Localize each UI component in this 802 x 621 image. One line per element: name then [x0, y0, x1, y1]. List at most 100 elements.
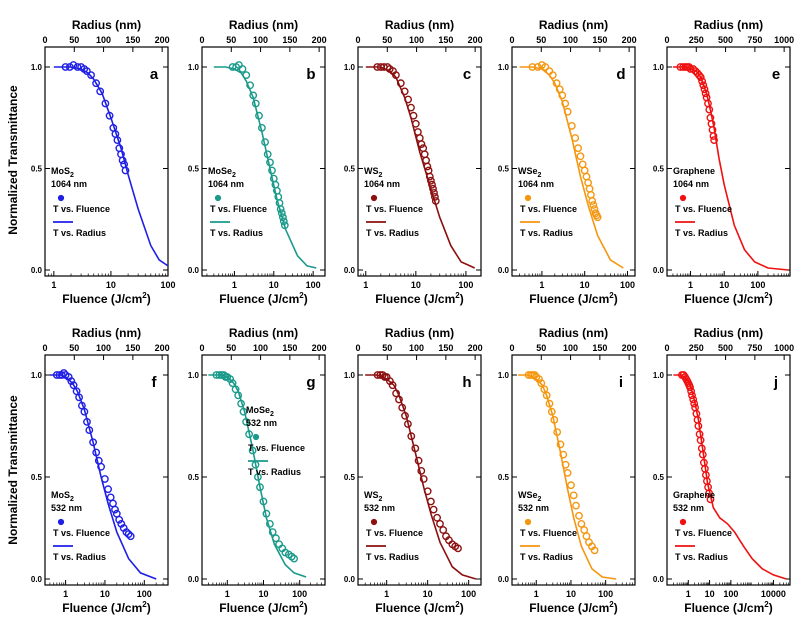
panel-i-fluence-point: [561, 460, 570, 469]
panel-h-letter: h: [462, 374, 471, 391]
panel-d-fluence-point: [582, 172, 591, 181]
panel-b-fluence-point: [246, 81, 255, 90]
panel-g-legend-fluence: T vs. Fluence: [248, 443, 305, 453]
panel-i-fluence-point: [577, 520, 586, 528]
panel-b-letter: b: [306, 66, 315, 83]
panel-c-xtick-label: 100: [458, 280, 473, 290]
panel-d-xtick-label: 100: [620, 280, 635, 290]
panel-b-fluence-axis-label: Fluence (J/cm2): [219, 291, 307, 306]
panel-d-toptick-label: 0: [509, 35, 514, 45]
panel-g-fluence-point: [259, 497, 268, 506]
panel-a-fluence-point: [61, 63, 70, 71]
panel-f-ytick-label: 1.0: [31, 371, 43, 380]
panel-d-ytick-label: 0.0: [498, 266, 510, 275]
panel-h-fluence-point: [403, 420, 412, 428]
panel-g-toptick-label: 0: [199, 343, 204, 353]
panel-d-xtick-label: 10: [580, 280, 590, 290]
panel-d: 1 10 100 0 50 100 150 200 0.0 0.5 1.0 d Radius (nm) F…: [498, 18, 637, 306]
panel-c-fluence-point: [425, 172, 434, 181]
panel-i-fluence-point: [567, 481, 575, 490]
panel-d-fluence-point: [571, 134, 580, 142]
panel-d-fluence-point: [561, 99, 570, 108]
panel-f-legend-radius: T vs. Radius: [53, 552, 106, 562]
panel-h-fluence-point: [454, 544, 462, 553]
panel-j-legend-radius: T vs. Radius: [675, 552, 728, 562]
panel-j-fluence-point: [690, 399, 699, 408]
panel-b-ytick-label: 1.0: [188, 63, 200, 72]
panel-c-legend-wavelength: 1064 nm: [364, 179, 400, 189]
panel-e-fluence-axis-label: Fluence (J/cm2): [684, 291, 772, 306]
panel-h-frame: [357, 354, 482, 586]
panel-h-fluence-point: [419, 475, 428, 483]
panel-e-toptick-label: 0: [664, 35, 669, 45]
panel-f-toptick-label: 50: [69, 343, 79, 353]
panel-h-xtick-label: 1: [384, 589, 389, 599]
panel-f-fluence-point: [115, 515, 124, 524]
panel-d-frame: [511, 46, 636, 277]
panel-d-fluence-point: [593, 213, 602, 222]
panel-g-toptick-label: 100: [253, 343, 268, 353]
panel-a-frame: [44, 46, 169, 277]
panel-h-toptick-label: 200: [468, 343, 483, 353]
panel-d-fluence-point: [563, 107, 572, 116]
panel-e-ytick-label: 0.0: [653, 266, 665, 275]
panel-c-fluence-point: [391, 71, 400, 80]
panel-j-radius-axis-label: Radius (nm): [694, 326, 763, 340]
panel-b-fluence-point: [249, 91, 258, 100]
panel-d-fluence-point: [587, 190, 595, 199]
panel-i-fluence-point: [542, 391, 551, 400]
panel-c-toptick-label: 50: [382, 35, 392, 45]
panel-d-fluence-point: [552, 79, 561, 88]
panel-f-fluence-point: [97, 462, 106, 471]
panel-f-xtick-label: 10: [100, 589, 110, 599]
panel-j-xtick-label: 100: [723, 589, 738, 599]
panel-h-fluence-point: [407, 432, 416, 441]
panel-h-radius-axis-label: Radius (nm): [385, 326, 454, 340]
panel-h-ytick-label: 0.0: [344, 575, 356, 584]
panel-b-frame: [201, 46, 326, 277]
panel-f-fluence-axis-label: Fluence (J/cm2): [62, 600, 150, 615]
panel-f-xtick-label: 100: [137, 589, 152, 599]
panel-a-fluence-point: [73, 63, 82, 71]
panel-c-legend-fluence: T vs. Fluence: [366, 204, 423, 214]
panel-e-fluence-point: [700, 85, 709, 94]
panel-b-xtick-label: 100: [306, 280, 321, 290]
panel-d-ytick-label: 0.5: [498, 165, 510, 174]
panel-g-toptick-label: 50: [226, 343, 236, 353]
panel-g-letter: g: [306, 374, 315, 391]
panel-f-fluence-point: [124, 530, 133, 538]
panel-j-radius-line: [673, 374, 787, 580]
panel-c-fluence-point: [407, 103, 415, 112]
panel-c-fluence-point: [431, 197, 440, 205]
panel-d-fluence-point: [589, 201, 598, 209]
panel-f-toptick-label: 0: [42, 343, 47, 353]
panel-h-legend-point-marker: [370, 518, 378, 526]
panel-g-fluence-point: [265, 520, 274, 528]
panel-d-fluence-point: [584, 178, 592, 187]
panel-i-xtick-label: 10: [566, 589, 576, 599]
panel-e-legend-fluence: T vs. Fluence: [675, 204, 732, 214]
panel-g-fluence-point: [228, 379, 237, 388]
panel-a-toptick-label: 100: [96, 35, 111, 45]
panel-g-legend-radius: T vs. Radius: [248, 467, 301, 477]
panel-c-legend-point-marker: [370, 194, 378, 202]
y-axis-label-top: Normalized Transmittance: [6, 85, 20, 235]
panel-b-fluence-point: [251, 99, 260, 108]
panel-h-fluence-point: [433, 513, 441, 522]
panel-e-ytick-label: 0.5: [653, 165, 665, 174]
panel-j-fluence-point: [687, 387, 695, 396]
panel-f-fluence-point: [89, 438, 98, 447]
panel-b-fluence-point: [255, 111, 263, 120]
panel-g-fluence-point: [290, 554, 298, 563]
panel-h-fluence-point: [373, 371, 382, 379]
panel-f-fluence-point: [52, 371, 61, 379]
panel-c-fluence-point: [409, 111, 418, 120]
panel-e-fluence-point: [709, 132, 718, 140]
panel-b-fluence-point: [277, 209, 286, 218]
panel-b-fluence-point: [238, 65, 247, 73]
panel-b-legend-wavelength: 1064 nm: [208, 179, 244, 189]
panel-c-ytick-label: 1.0: [344, 63, 356, 72]
panel-h-fluence-point: [414, 456, 423, 465]
panel-a-legend-fluence: T vs. Fluence: [53, 204, 110, 214]
panel-h-fluence-point: [429, 505, 438, 514]
